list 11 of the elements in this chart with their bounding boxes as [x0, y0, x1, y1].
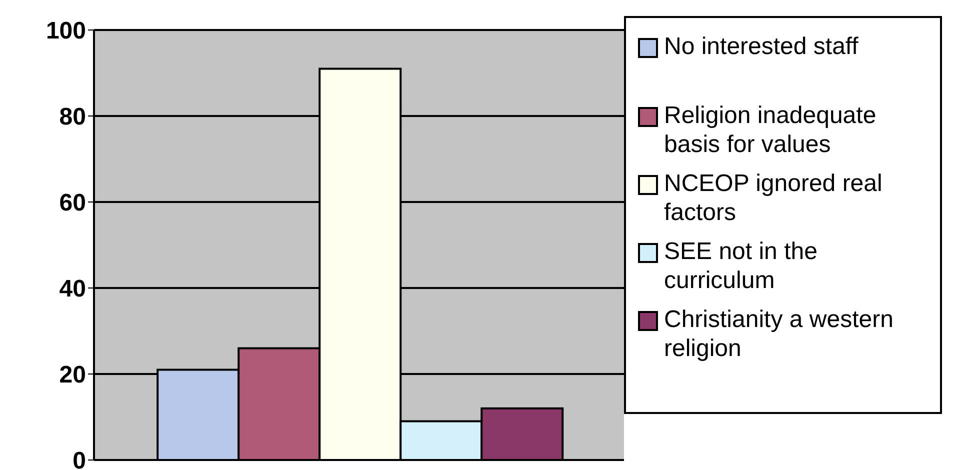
y-tick-label: 20: [59, 362, 86, 389]
legend-label: No interested staff: [664, 32, 858, 61]
y-tick-label: 0: [72, 448, 86, 470]
y-tick-label: 100: [46, 18, 86, 45]
legend-label: NCEOP ignored real factors: [664, 169, 884, 227]
legend-label: Christianity a western religion: [664, 305, 894, 363]
legend-label: SEE not in the curriculum: [664, 237, 818, 295]
legend-label: Religion inadequate basis for values: [664, 101, 878, 159]
y-tick-label: 80: [59, 104, 86, 131]
y-tick-label: 40: [59, 276, 86, 303]
y-tick-label: 60: [59, 190, 86, 217]
